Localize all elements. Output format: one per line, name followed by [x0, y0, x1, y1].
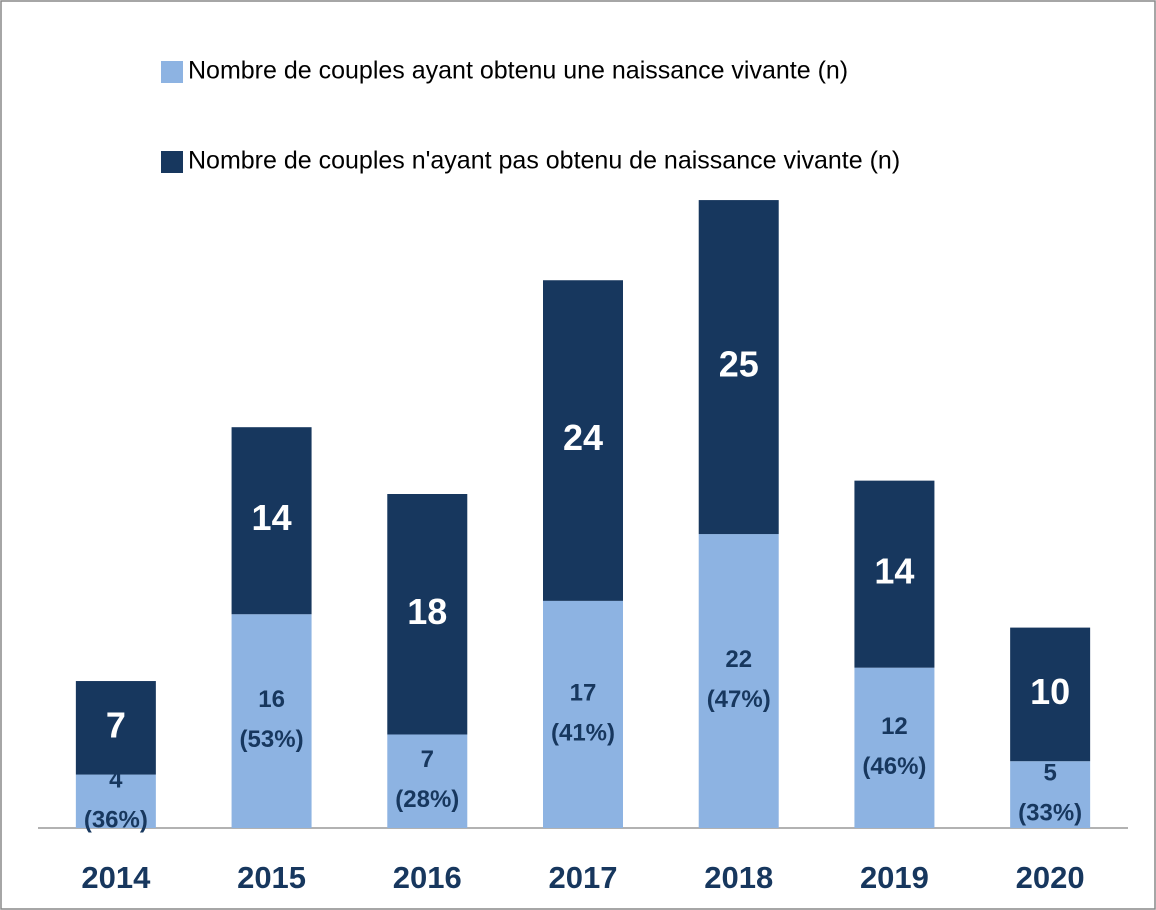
- bar-segment: [698, 534, 779, 828]
- data-label: 10: [1030, 671, 1070, 712]
- x-tick-label: 2014: [81, 860, 151, 895]
- data-label: 7: [106, 704, 126, 745]
- bar-segment: [387, 734, 468, 828]
- data-label: 22 (47%): [707, 646, 771, 713]
- bar-segment: [231, 427, 312, 615]
- data-label: 7 (28%): [395, 747, 459, 814]
- data-label: 25: [719, 344, 759, 385]
- bar-segment: [854, 480, 935, 668]
- data-label: 18: [407, 591, 447, 632]
- bar-segment: [75, 681, 156, 775]
- data-label: 16 (53%): [240, 686, 304, 753]
- data-label: 5 (33%): [1018, 760, 1082, 827]
- data-label: 17 (41%): [551, 680, 615, 747]
- legend-label: Nombre de couples ayant obtenu une naiss…: [188, 57, 848, 85]
- bar-segment: [1010, 627, 1091, 762]
- bar-segment: [698, 200, 779, 535]
- legend-swatch: [161, 151, 183, 173]
- x-tick-label: 2017: [549, 860, 618, 895]
- bar-segment: [1010, 761, 1091, 828]
- x-tick-label: 2020: [1016, 860, 1085, 895]
- bar-segment: [543, 600, 623, 828]
- bar-segment: [854, 667, 935, 828]
- x-tick-label: 2019: [860, 860, 929, 895]
- x-tick-label: 2016: [393, 860, 462, 895]
- data-label: 4 (36%): [84, 767, 148, 834]
- data-label: 24: [563, 417, 603, 458]
- bar-segment: [387, 494, 468, 735]
- bar-segment: [231, 614, 312, 828]
- legend-swatch: [161, 61, 183, 83]
- data-label: 12 (46%): [862, 713, 926, 780]
- data-label: 14: [252, 497, 292, 538]
- bar-segment: [543, 280, 623, 601]
- x-tick-label: 2018: [704, 860, 773, 895]
- x-tick-label: 2015: [237, 860, 306, 895]
- legend-label: Nombre de couples n'ayant pas obtenu de …: [188, 147, 900, 175]
- bar-segment: [75, 774, 156, 828]
- data-label: 14: [874, 551, 914, 592]
